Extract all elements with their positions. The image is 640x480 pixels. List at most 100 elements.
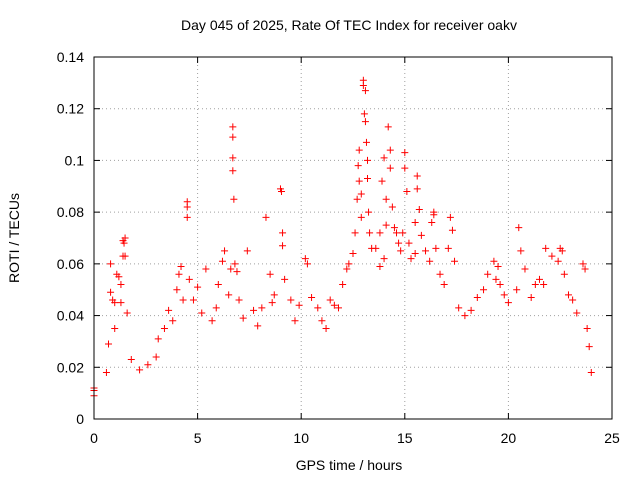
data-point — [413, 185, 421, 193]
data-point — [558, 247, 566, 255]
data-point — [279, 242, 287, 250]
data-point — [144, 361, 152, 369]
data-point — [380, 154, 388, 162]
data-point — [386, 146, 394, 154]
data-point — [496, 281, 504, 289]
data-point — [165, 306, 173, 314]
data-points — [90, 76, 595, 400]
data-point — [230, 195, 238, 203]
data-point — [243, 247, 251, 255]
data-point — [214, 281, 222, 289]
data-point — [107, 288, 115, 296]
data-point — [500, 291, 508, 299]
data-point — [295, 301, 303, 309]
data-point — [334, 304, 342, 312]
data-point — [208, 317, 216, 325]
data-point — [451, 257, 459, 265]
y-tick-label: 0.14 — [57, 49, 84, 65]
data-point — [225, 291, 233, 299]
data-point — [212, 304, 220, 312]
data-point — [117, 299, 125, 307]
data-point — [386, 164, 394, 172]
data-point — [411, 250, 419, 258]
data-point — [359, 81, 367, 89]
data-point — [560, 270, 568, 278]
data-point — [426, 257, 434, 265]
data-point — [531, 281, 539, 289]
data-point — [254, 322, 262, 330]
data-point — [105, 340, 113, 348]
data-point — [351, 229, 359, 237]
data-point — [198, 309, 206, 317]
x-tick-label: 25 — [604, 430, 620, 446]
data-point — [107, 260, 115, 268]
data-point — [229, 123, 237, 131]
data-point — [432, 244, 440, 252]
data-point — [266, 270, 274, 278]
data-point — [227, 265, 235, 273]
data-point — [473, 293, 481, 301]
data-point — [390, 224, 398, 232]
data-point — [345, 260, 353, 268]
data-point — [229, 154, 237, 162]
data-point — [504, 299, 512, 307]
data-point — [564, 291, 572, 299]
y-tick-label: 0.02 — [57, 359, 84, 375]
data-point — [189, 296, 197, 304]
data-point — [339, 281, 347, 289]
data-point — [262, 213, 270, 221]
data-point — [349, 250, 357, 258]
grid-layer — [94, 57, 612, 419]
data-point — [185, 275, 193, 283]
data-point — [231, 260, 239, 268]
y-axis-label: ROTI / TECUs — [6, 193, 22, 283]
x-tick-label: 5 — [194, 430, 202, 446]
data-point — [326, 296, 334, 304]
data-point — [361, 118, 369, 126]
data-point — [448, 226, 456, 234]
data-point — [440, 281, 448, 289]
data-point — [202, 265, 210, 273]
data-point — [160, 325, 168, 332]
data-point — [403, 187, 411, 195]
data-point — [467, 306, 475, 314]
data-point — [154, 335, 162, 343]
data-point — [287, 296, 295, 304]
data-point — [579, 260, 587, 268]
data-point — [355, 146, 363, 154]
chart-title: Day 045 of 2025, Rate Of TEC Index for r… — [181, 17, 517, 33]
data-point — [461, 312, 469, 320]
data-point — [542, 244, 550, 252]
data-point — [301, 255, 309, 263]
data-point — [308, 293, 316, 301]
data-point — [152, 353, 160, 361]
data-point — [413, 172, 421, 180]
data-point — [235, 296, 243, 304]
data-point — [357, 213, 365, 221]
data-point — [330, 301, 338, 309]
tick-layer — [93, 56, 613, 420]
data-point — [380, 255, 388, 263]
data-point — [554, 257, 562, 265]
data-point — [446, 213, 454, 221]
data-point — [343, 265, 351, 273]
data-point — [401, 164, 409, 172]
y-tick-label: 0.06 — [57, 256, 84, 272]
data-point — [407, 255, 415, 263]
data-point — [268, 299, 276, 307]
data-point — [378, 177, 386, 185]
y-tick-label: 0.12 — [57, 101, 84, 117]
data-point — [428, 218, 436, 226]
data-point — [581, 265, 589, 273]
data-point — [415, 206, 423, 214]
data-point — [535, 275, 543, 283]
data-point — [569, 296, 577, 304]
data-point — [397, 247, 405, 255]
data-point — [291, 317, 299, 325]
data-point — [179, 296, 187, 304]
data-point — [480, 286, 488, 294]
y-tick-label: 0.08 — [57, 204, 84, 220]
data-point — [123, 309, 131, 317]
data-point — [183, 213, 191, 221]
data-point — [233, 268, 241, 276]
